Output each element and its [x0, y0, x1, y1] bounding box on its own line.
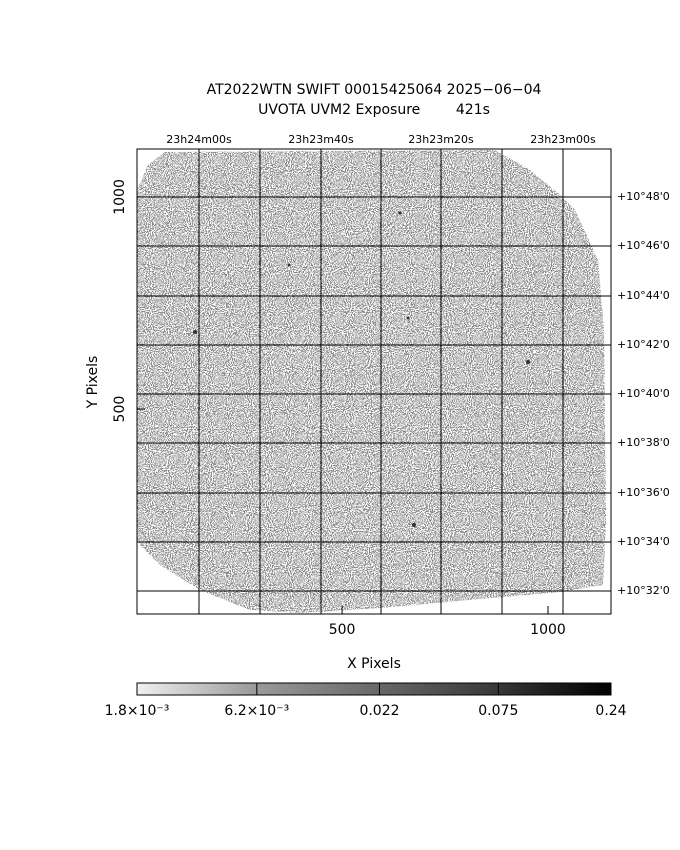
colorbar: [136, 682, 612, 696]
dec-label: +10°48'0: [617, 190, 670, 203]
y-tick-label: 500: [112, 396, 128, 423]
x-axis-label: X Pixels: [347, 656, 401, 672]
x-tick-label: 1000: [530, 622, 566, 638]
colorbar-tick-label: 0.24: [595, 703, 626, 719]
y-tick-label: 1000: [112, 179, 128, 215]
dec-label: +10°32'0: [617, 584, 670, 597]
chart-title: AT2022WTN SWIFT 00015425064 2025−06−04: [207, 82, 542, 98]
dec-label: +10°34'0: [617, 535, 670, 548]
chart-subtitle: UVOTA UVM2 Exposure 421s: [258, 102, 490, 118]
ra-label: 23h23m20s: [408, 133, 474, 146]
dec-label: +10°40'0: [617, 387, 670, 400]
dec-label: +10°38'0: [617, 436, 670, 449]
colorbar-tick-label: 1.8×10⁻³: [105, 703, 170, 719]
x-tick-label: 500: [329, 622, 356, 638]
sky-image: [137, 150, 606, 613]
dec-label: +10°46'0: [617, 239, 670, 252]
dec-label: +10°42'0: [617, 338, 670, 351]
ra-label: 23h23m40s: [288, 133, 354, 146]
image-sources: [193, 211, 530, 527]
dec-label: +10°44'0: [617, 289, 670, 302]
y-axis-label: Y Pixels: [85, 356, 101, 410]
colorbar-tick-label: 0.075: [478, 703, 518, 719]
plot-frame: [136, 148, 612, 615]
ra-label: 23h23m00s: [530, 133, 596, 146]
colorbar-tick-label: 6.2×10⁻³: [224, 703, 289, 719]
dec-label: +10°36'0: [617, 486, 670, 499]
colorbar-tick-label: 0.022: [359, 703, 399, 719]
ra-label: 23h24m00s: [166, 133, 232, 146]
